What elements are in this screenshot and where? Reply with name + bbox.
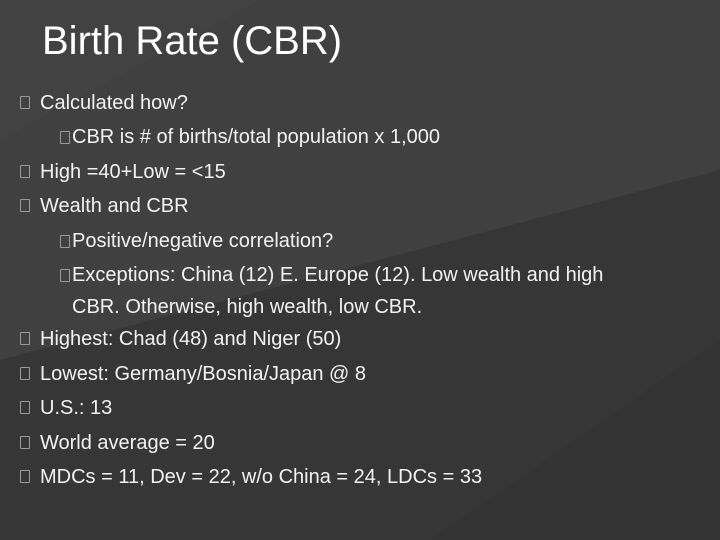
list-item: Wealth and CBR — [20, 189, 710, 223]
box-bullet-icon — [20, 164, 30, 178]
list-item-text: Exceptions: China (12) E. Europe (12). L… — [72, 264, 604, 287]
box-bullet-icon — [20, 366, 30, 380]
list-item-text: Wealth and CBR — [40, 195, 189, 218]
slide-title: Birth Rate (CBR) — [42, 19, 343, 63]
list-item: World average = 20 — [20, 426, 710, 460]
list-item-text: Highest: Chad (48) and Niger (50) — [40, 328, 342, 351]
list-item-text: World average = 20 — [40, 431, 215, 454]
box-bullet-icon — [20, 332, 30, 346]
box-bullet-icon — [20, 435, 30, 449]
list-item-continuation: CBR. Otherwise, high wealth, low CBR. — [72, 296, 423, 319]
list-item-text: Lowest: Germany/Bosnia/Japan @ 8 — [40, 362, 367, 385]
list-item: Lowest: Germany/Bosnia/Japan @ 8 — [20, 357, 710, 391]
box-bullet-icon — [20, 96, 30, 109]
list-item: Positive/negative correlation? — [20, 224, 710, 258]
box-bullet-icon — [60, 234, 70, 248]
list-item: Exceptions: China (12) E. Europe (12). L… — [20, 258, 710, 322]
box-bullet-icon — [60, 269, 70, 283]
list-item-text: is # of births/total population x 1,000 — [114, 126, 440, 149]
list-item: MDCs = 11, Dev = 22, w/o China = 24, LDC… — [20, 460, 710, 494]
list-item-text: U.S.: 13 — [40, 397, 113, 420]
list-item-text: High =40+Low = <15 — [40, 160, 226, 183]
box-bullet-icon — [20, 470, 30, 484]
list-item: High =40+Low = <15 — [20, 155, 710, 189]
list-item: Highest: Chad (48) and Niger (50) — [20, 322, 710, 356]
list-item-text: Positive/negative correlation? — [72, 229, 334, 252]
box-bullet-icon — [20, 401, 30, 415]
box-bullet-icon — [20, 199, 30, 213]
list-item: U.S.: 13 — [20, 391, 710, 425]
box-bullet-icon — [60, 131, 70, 145]
list-item: CBR is # of births/total population x 1,… — [20, 120, 710, 154]
bullet-list: Calculated how? CBR is # of births/total… — [20, 86, 710, 494]
list-item: Calculated how? — [20, 86, 710, 120]
list-item-text: Calculated how? — [40, 92, 188, 114]
list-item-text: MDCs = 11, Dev = 22, w/o China = 24, LDC… — [40, 466, 483, 489]
list-item-lead: CBR — [72, 126, 115, 149]
